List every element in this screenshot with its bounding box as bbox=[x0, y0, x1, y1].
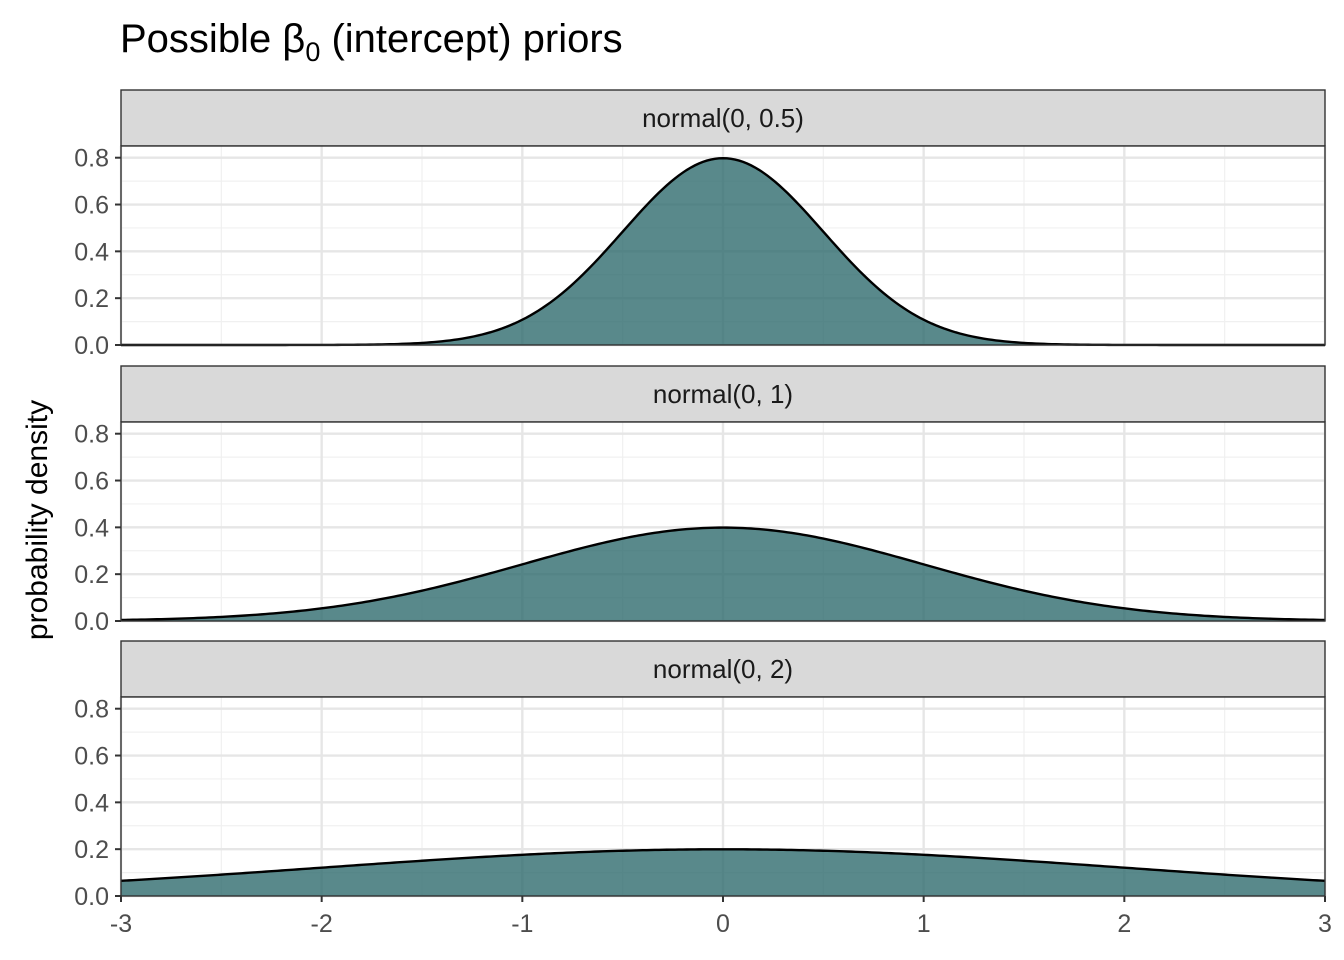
y-tick-label: 0.2 bbox=[74, 561, 109, 589]
panel-border bbox=[120, 421, 1326, 622]
chart-title-subscript: 0 bbox=[305, 37, 320, 67]
x-tick-label: -1 bbox=[511, 910, 533, 938]
y-tick-label: 0.2 bbox=[74, 836, 109, 864]
y-tick-label: 0.6 bbox=[74, 743, 109, 771]
facet-label: normal(0, 0.5) bbox=[642, 103, 804, 133]
x-tick-label: -3 bbox=[110, 910, 132, 938]
chart-title-suffix: (intercept) priors bbox=[320, 17, 622, 61]
facet-strip bbox=[120, 89, 1326, 147]
x-tick-label: 1 bbox=[917, 910, 931, 938]
panel-1: normal(0, 0.5) 0.0 0.2 0.4 0.6 0.8 bbox=[74, 89, 1327, 360]
y-tick-label: 0.0 bbox=[74, 332, 109, 360]
y-tick-label: 0.8 bbox=[74, 696, 109, 724]
panel-2: normal(0, 1) 0.0 0.2 0.4 0.6 0.8 bbox=[74, 365, 1327, 636]
chart-title-prefix: Possible β bbox=[120, 17, 305, 61]
y-tick-label: 0.6 bbox=[74, 468, 109, 496]
x-axis: -3 -2 -1 0 1 2 3 bbox=[110, 896, 1332, 938]
y-axis-title: probability density bbox=[21, 400, 54, 640]
y-tick-label: 0.0 bbox=[74, 608, 109, 636]
y-tick-label: 0.4 bbox=[74, 789, 109, 817]
facet-label: normal(0, 1) bbox=[653, 379, 793, 409]
density-area bbox=[121, 158, 1325, 345]
y-tick-label: 0.0 bbox=[74, 883, 109, 911]
y-tick-label: 0.4 bbox=[74, 238, 109, 266]
x-tick-label: -2 bbox=[311, 910, 333, 938]
x-tick-label: 3 bbox=[1318, 910, 1332, 938]
density-area bbox=[121, 527, 1325, 621]
facet-strip bbox=[120, 365, 1326, 423]
y-tick-label: 0.8 bbox=[74, 145, 109, 173]
density-curve bbox=[120, 848, 1326, 883]
y-tick-label: 0.4 bbox=[74, 514, 109, 542]
x-tick-label: 0 bbox=[716, 910, 730, 938]
x-tick-label: 2 bbox=[1117, 910, 1131, 938]
y-tick-label: 0.2 bbox=[74, 285, 109, 313]
chart-title: Possible β0 (intercept) priors bbox=[120, 17, 623, 67]
y-tick-label: 0.6 bbox=[74, 192, 109, 220]
facet-strip bbox=[120, 640, 1326, 698]
panel-border bbox=[120, 145, 1326, 346]
facet-label: normal(0, 2) bbox=[653, 654, 793, 684]
y-tick-label: 0.8 bbox=[74, 421, 109, 449]
panel-3: normal(0, 2) 0.0 0.2 0.4 0.6 0.8 bbox=[74, 640, 1327, 911]
density-curve bbox=[120, 526, 1326, 622]
